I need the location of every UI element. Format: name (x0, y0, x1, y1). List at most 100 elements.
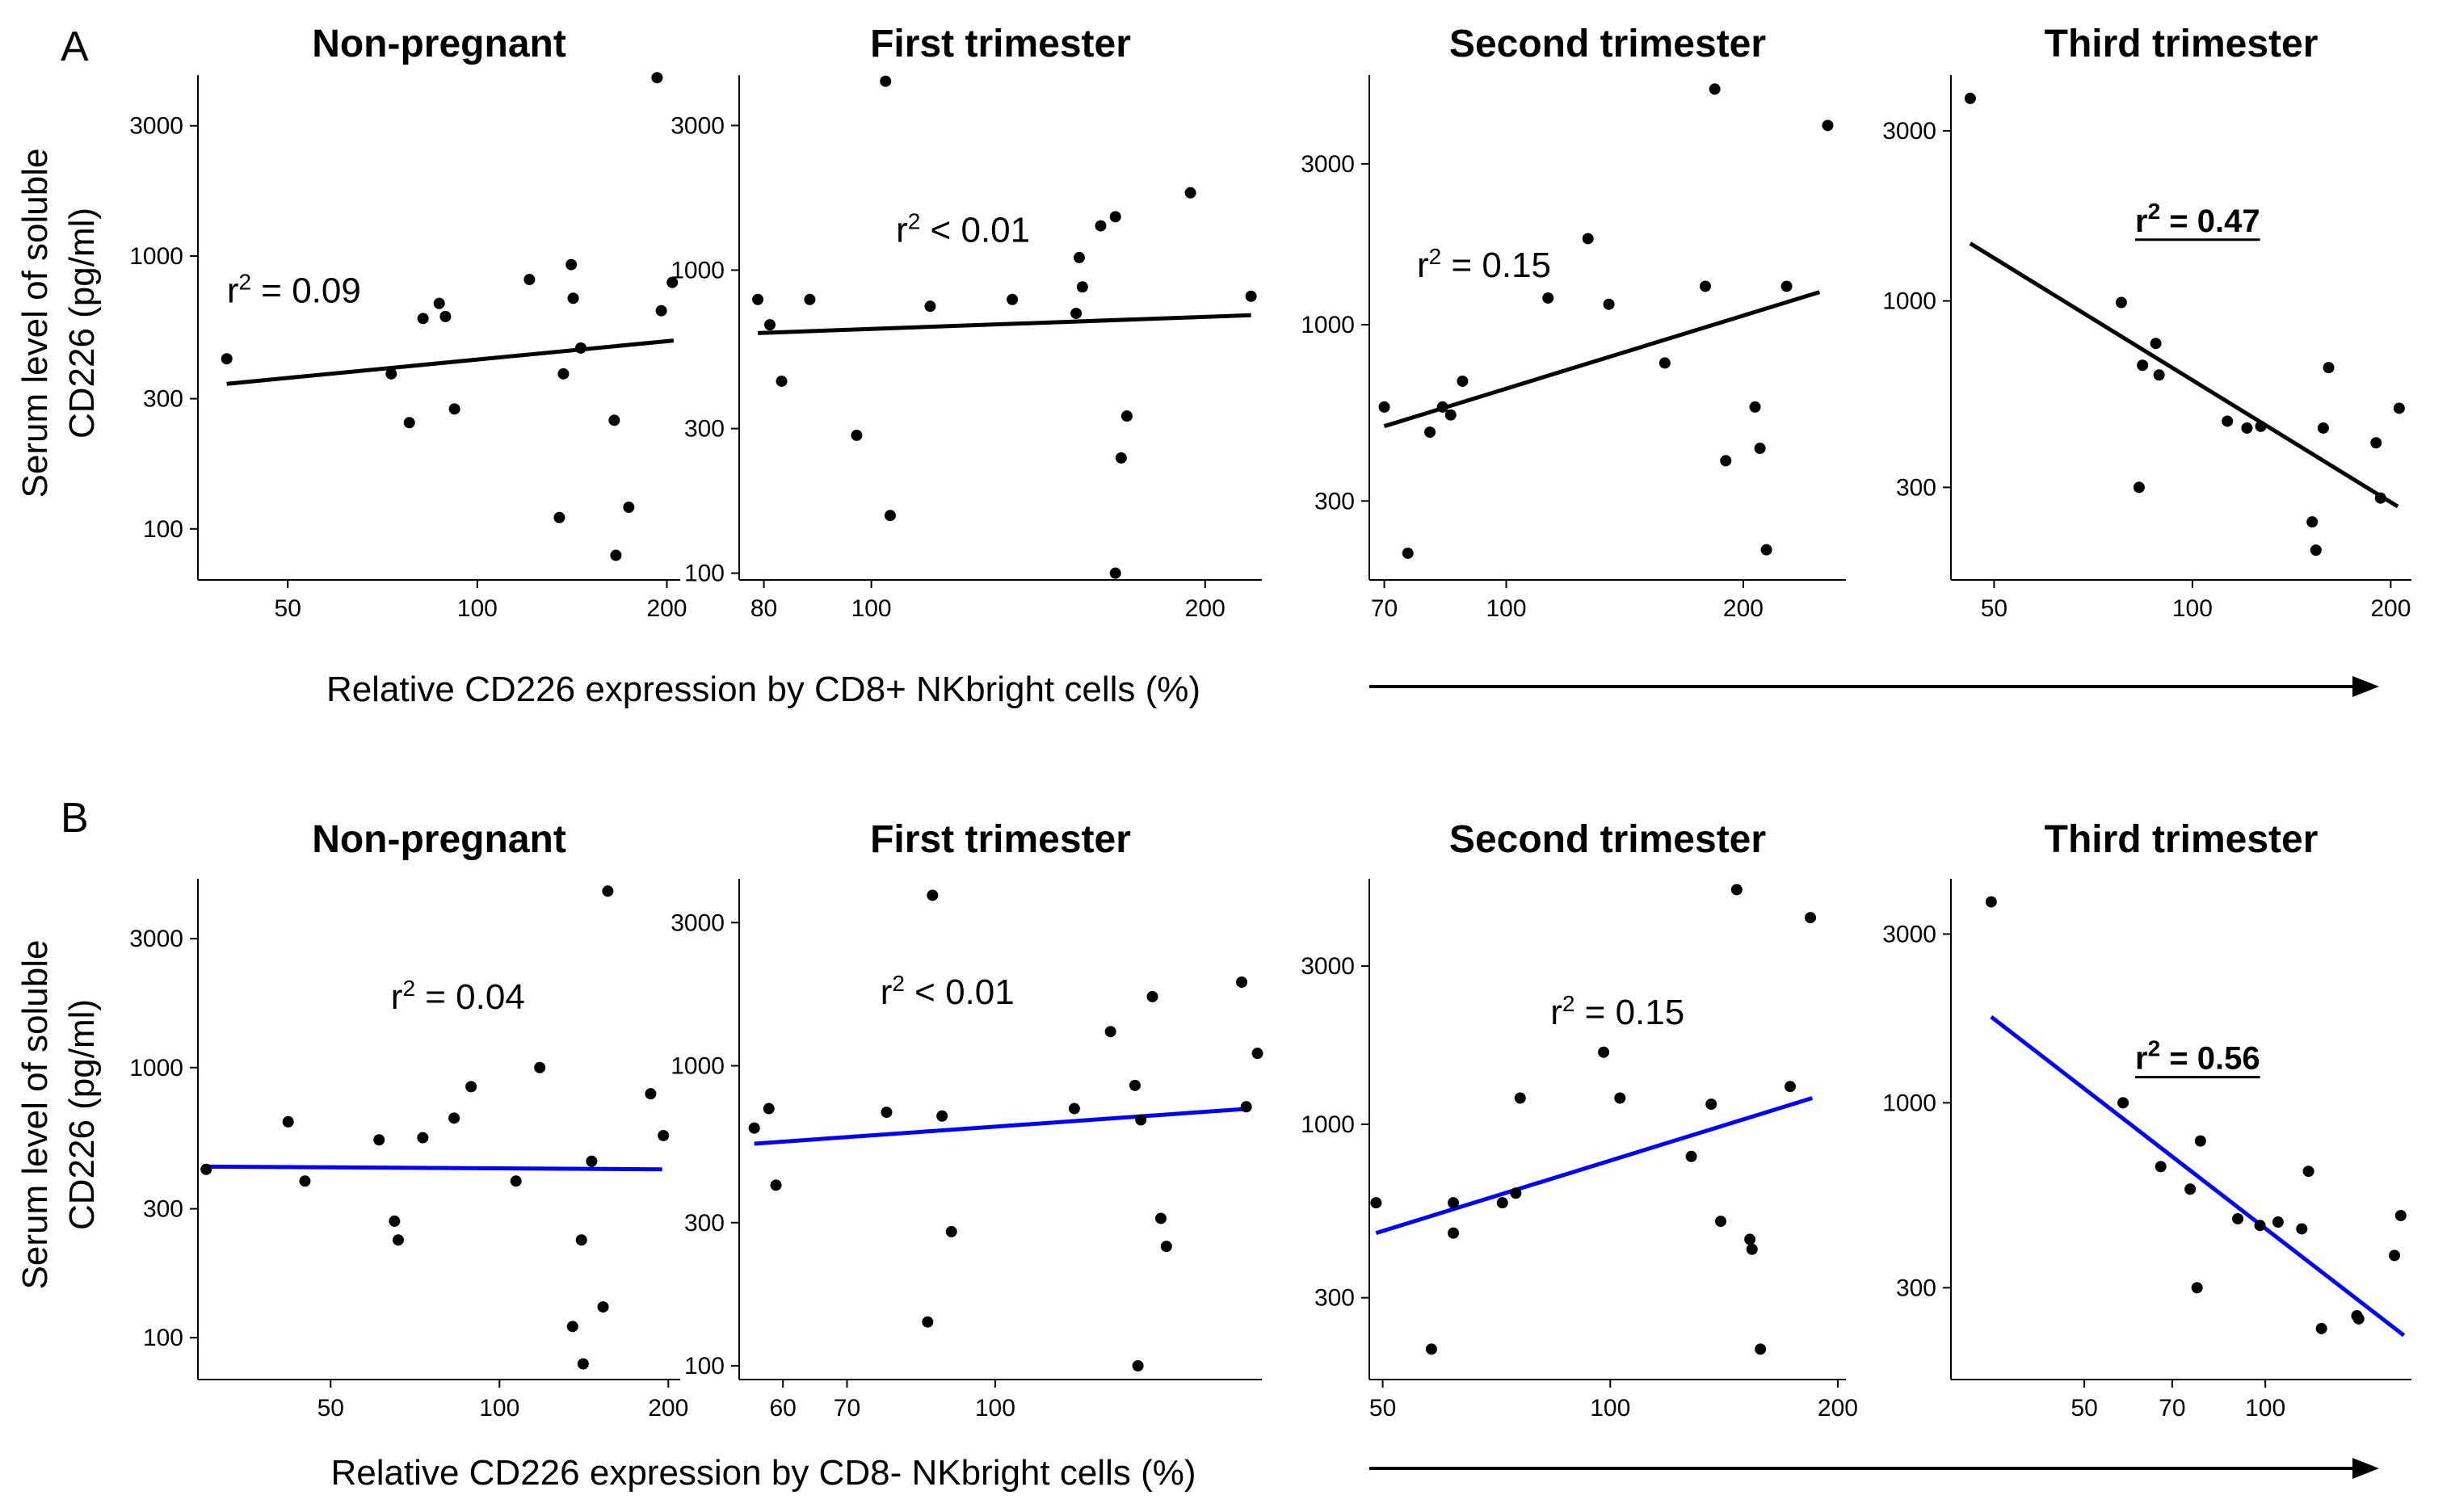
data-point (2374, 492, 2386, 504)
r-squared-label: r2 = 0.47 (2135, 199, 2260, 239)
data-point (553, 511, 565, 523)
x-tick-label: 100 (2172, 595, 2213, 622)
data-point (200, 1163, 212, 1175)
x-tick-label: 50 (1981, 595, 2007, 622)
data-point (1964, 92, 1976, 104)
data-point (610, 549, 622, 561)
data-point (1154, 1212, 1167, 1224)
data-point (752, 293, 764, 305)
panel-title: Non-pregnant (312, 23, 566, 65)
data-point (417, 313, 429, 325)
r-squared-label: r2 = 0.04 (391, 976, 525, 1017)
data-point (623, 502, 635, 514)
data-point (1709, 83, 1721, 95)
y-tick-label: 3000 (1301, 151, 1355, 178)
trimester-arrow-a (1369, 676, 2379, 697)
data-point (666, 276, 679, 288)
data-point (2115, 296, 2127, 309)
data-point (1076, 281, 1088, 293)
data-point (1436, 401, 1448, 413)
data-point (403, 417, 415, 429)
data-point (2315, 1322, 2327, 1334)
panel-b-1: Non-pregnant 100 300 1000 3000 50 100 200 r2 = 0… (129, 818, 688, 1422)
panel-a-2: First trimester 100 300 1000 3000 80 100 200 r2 … (671, 23, 1262, 622)
data-point (881, 1107, 893, 1119)
y-tick-label: 300 (143, 1196, 183, 1223)
data-point (1457, 375, 1469, 387)
x-tick-label: 50 (2071, 1395, 2097, 1422)
y-axis-label-a-line2: CD226 (pg/ml) (62, 208, 102, 439)
panel-b-2: First trimester 100 300 1000 3000 60 70 100 r2 <… (671, 818, 1263, 1422)
regression-line (1969, 242, 2399, 509)
data-point (1598, 1046, 1610, 1058)
data-point (2370, 437, 2382, 449)
data-point (2255, 420, 2267, 432)
x-tick-label: 50 (1369, 1395, 1396, 1422)
data-point (1378, 401, 1390, 413)
x-tick-label: 200 (648, 1395, 688, 1422)
y-tick-label: 100 (143, 1325, 183, 1351)
regression-line (1375, 1096, 1814, 1236)
data-point (2222, 415, 2234, 427)
data-point (2302, 1166, 2314, 1178)
data-point (567, 292, 579, 304)
y-tick-label: 1000 (129, 1055, 183, 1082)
data-point (557, 368, 570, 380)
r-squared-label: r2 = 0.56 (2135, 1036, 2260, 1077)
data-point (1659, 357, 1671, 369)
y-tick-label: 300 (1314, 488, 1355, 514)
y-tick-label: 1000 (1301, 1111, 1355, 1138)
data-point (1251, 1048, 1263, 1060)
data-point (2137, 359, 2149, 372)
data-point (645, 1088, 657, 1100)
data-point (776, 375, 788, 387)
data-point (658, 1129, 670, 1141)
y-tick-label: 3000 (1301, 953, 1355, 980)
data-point (389, 1215, 401, 1227)
data-point (1444, 409, 1457, 421)
y-tick-label: 100 (684, 1353, 725, 1380)
data-point (1705, 1098, 1717, 1111)
data-point (1780, 280, 1793, 292)
data-point (433, 297, 445, 309)
x-tick-label: 80 (750, 595, 777, 622)
data-point (534, 1061, 546, 1073)
data-point (770, 1179, 782, 1191)
x-tick-label: 70 (2159, 1395, 2185, 1422)
y-axis-label-b-line1: Serum level of soluble (15, 940, 55, 1290)
data-point (448, 1112, 460, 1124)
data-point (2394, 1209, 2407, 1221)
x-tick-label: 100 (479, 1395, 519, 1422)
data-point (2150, 338, 2162, 350)
x-tick-label: 100 (975, 1395, 1015, 1422)
panel-a-3: Second trimester 300 1000 3000 70 100 200 r2 = … (1301, 23, 1846, 622)
data-point (1542, 292, 1554, 304)
data-point (2317, 422, 2329, 434)
y-tick-label: 3000 (671, 909, 725, 936)
data-point (924, 300, 936, 313)
data-point (2153, 369, 2165, 381)
data-point (2352, 1312, 2365, 1325)
y-tick-label: 3000 (1882, 118, 1936, 145)
data-point (748, 1122, 760, 1134)
x-tick-label: 200 (1185, 595, 1226, 622)
data-point (577, 1358, 589, 1370)
data-point (2393, 402, 2405, 414)
panel-title: First trimester (870, 818, 1131, 861)
data-point (2296, 1223, 2308, 1235)
r-squared-label: r2 = 0.15 (1417, 244, 1551, 285)
data-point (1104, 1026, 1116, 1038)
regression-line (1990, 1014, 2406, 1338)
data-point (1068, 1102, 1080, 1115)
data-point (597, 1301, 609, 1313)
y-tick-label: 1000 (671, 257, 725, 284)
data-point (2306, 516, 2319, 528)
data-point (1510, 1187, 1522, 1199)
data-point (1070, 307, 1083, 319)
data-point (574, 342, 586, 354)
y-axis-label-a-line1: Serum level of soluble (15, 149, 55, 498)
data-point (1822, 120, 1834, 132)
x-tick-label: 70 (1371, 595, 1398, 622)
regression-line (1383, 290, 1821, 429)
